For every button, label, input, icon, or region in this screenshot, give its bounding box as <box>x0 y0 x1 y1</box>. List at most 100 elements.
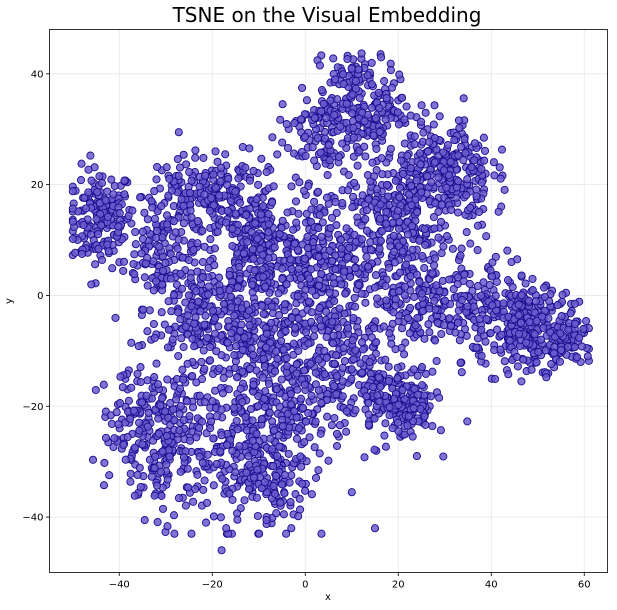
scatter-point <box>446 157 455 166</box>
scatter-point <box>135 463 144 472</box>
scatter-point <box>314 224 323 233</box>
scatter-point <box>177 334 186 343</box>
scatter-point <box>181 298 190 307</box>
scatter-point <box>283 143 293 153</box>
scatter-point <box>80 193 89 202</box>
scatter-point <box>461 148 470 157</box>
scatter-point <box>200 397 209 407</box>
scatter-point <box>369 131 378 140</box>
scatter-point <box>338 139 347 148</box>
scatter-point <box>93 187 102 197</box>
scatter-point <box>347 64 356 73</box>
scatter-point <box>164 297 173 306</box>
scatter-point <box>283 208 292 217</box>
scatter-point <box>394 120 403 129</box>
scatter-point <box>227 328 236 338</box>
scatter-point <box>288 377 297 386</box>
scatter-point <box>348 203 357 212</box>
scatter-point <box>257 154 266 163</box>
scatter-point <box>345 243 354 252</box>
scatter-point <box>459 94 468 103</box>
scatter-point <box>342 224 351 233</box>
scatter-point <box>135 418 144 427</box>
scatter-point <box>68 217 77 226</box>
scatter-point <box>259 201 268 211</box>
scatter-point <box>224 385 233 394</box>
scatter-point <box>323 171 332 180</box>
scatter-point <box>300 254 310 263</box>
scatter-point <box>158 447 167 456</box>
scatter-point <box>335 421 344 430</box>
scatter-point <box>190 342 199 351</box>
scatter-point <box>289 149 299 158</box>
scatter-point <box>314 386 323 395</box>
scatter-point <box>152 359 161 368</box>
scatter-point <box>517 377 526 386</box>
scatter-point <box>306 265 316 274</box>
scatter-point <box>399 169 408 179</box>
scatter-point <box>534 347 543 357</box>
scatter-point <box>294 209 303 218</box>
scatter-point <box>158 394 167 403</box>
scatter-point <box>384 192 393 201</box>
scatter-point <box>456 251 465 260</box>
scatter-point <box>381 419 390 428</box>
scatter-point <box>442 232 452 241</box>
scatter-point <box>307 317 316 326</box>
scatter-point <box>247 227 256 237</box>
scatter-point <box>314 355 323 364</box>
scatter-point <box>280 489 289 498</box>
scatter-point <box>71 248 80 257</box>
scatter-point <box>176 402 185 411</box>
scatter-point <box>359 345 368 354</box>
scatter-point <box>347 374 356 383</box>
scatter-point <box>311 473 321 482</box>
scatter-point <box>92 215 101 224</box>
scatter-point <box>393 374 402 383</box>
scatter-point <box>341 289 350 298</box>
scatter-point <box>124 211 133 221</box>
scatter-point <box>254 180 263 189</box>
scatter-point <box>410 292 419 301</box>
scatter-point <box>472 185 481 194</box>
scatter-point <box>225 270 234 279</box>
scatter-point <box>294 424 304 433</box>
scatter-point <box>206 424 215 433</box>
scatter-point <box>126 477 135 486</box>
scatter-point <box>448 244 457 253</box>
scatter-point <box>490 171 499 180</box>
scatter-point <box>183 359 192 368</box>
scatter-point <box>377 53 386 62</box>
scatter-point <box>405 329 414 338</box>
scatter-point <box>521 279 530 288</box>
scatter-point <box>120 176 129 185</box>
scatter-point <box>570 343 579 352</box>
scatter-point <box>376 382 385 391</box>
scatter-point <box>420 334 429 343</box>
scatter-point <box>301 417 311 426</box>
scatter-point <box>296 394 306 403</box>
scatter-point <box>223 180 232 189</box>
scatter-point <box>314 187 323 196</box>
scatter-point <box>358 108 367 117</box>
scatter-point <box>259 354 268 363</box>
scatter-point <box>307 205 316 214</box>
scatter-point <box>166 249 175 258</box>
scatter-point <box>139 305 148 314</box>
scatter-point <box>205 206 214 215</box>
scatter-point <box>273 354 282 363</box>
scatter-point <box>364 262 373 271</box>
scatter-point <box>229 403 238 412</box>
scatter-point <box>268 417 277 426</box>
scatter-point <box>143 327 152 336</box>
scatter-point <box>276 498 285 507</box>
x-tick-label: 0 <box>302 580 308 591</box>
scatter-point <box>389 247 399 256</box>
scatter-point <box>307 308 316 317</box>
scatter-point <box>228 224 237 233</box>
scatter-point <box>290 118 299 128</box>
scatter-point <box>272 385 281 394</box>
scatter-point <box>185 188 195 197</box>
scatter-point <box>195 452 204 461</box>
scatter-point <box>329 331 338 340</box>
